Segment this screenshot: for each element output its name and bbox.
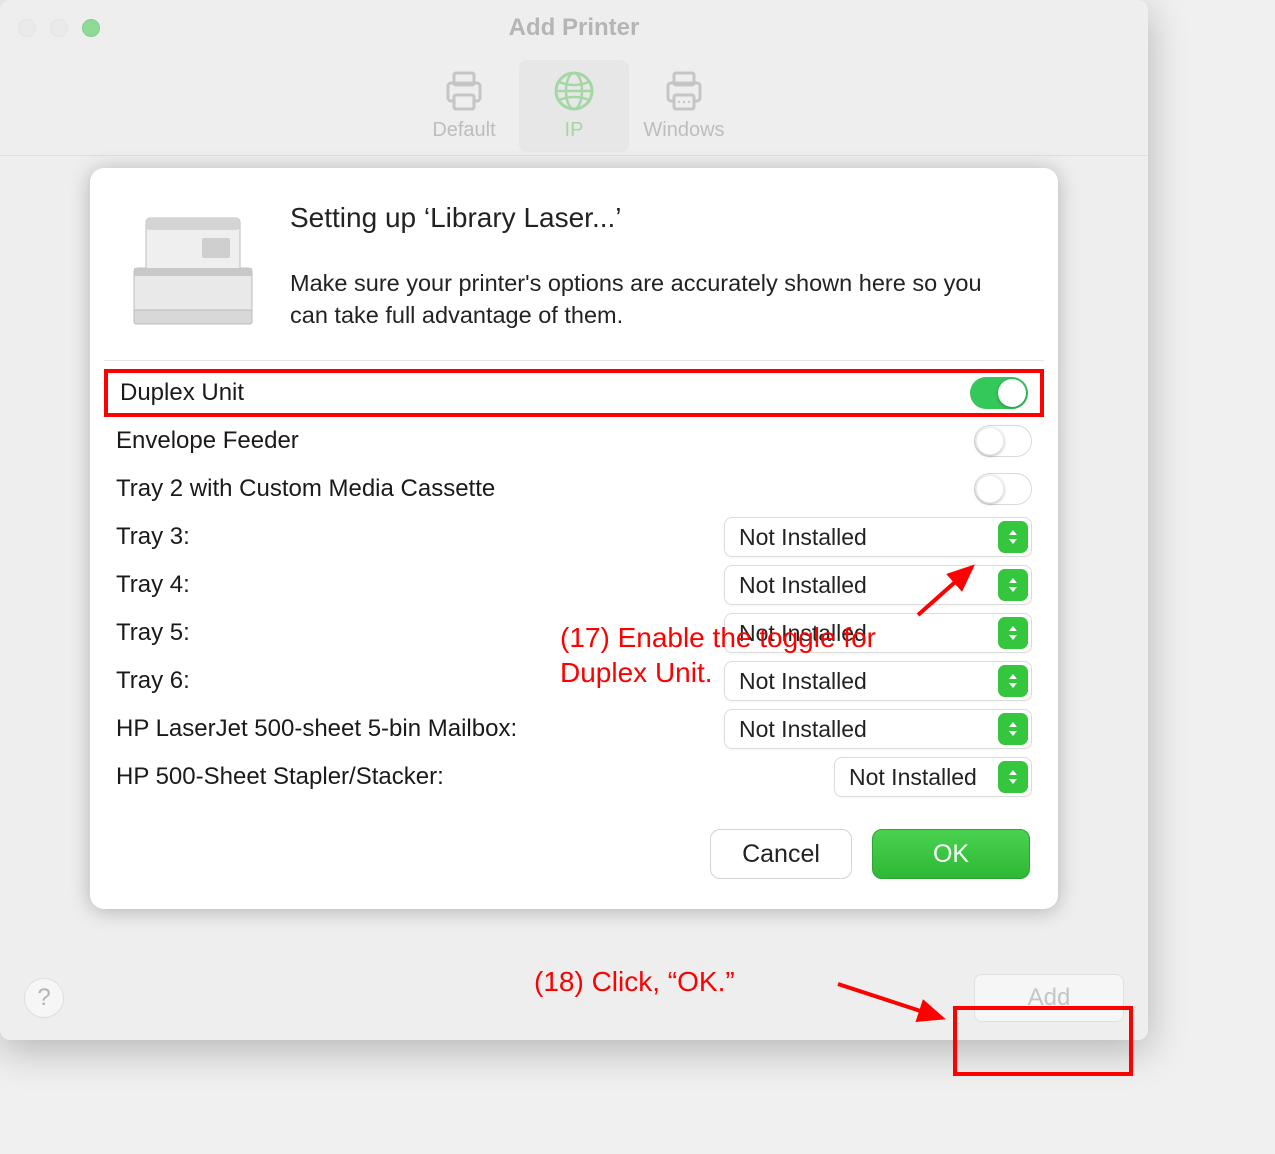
titlebar: Add Printer bbox=[0, 0, 1148, 56]
dropdown-value: Not Installed bbox=[835, 764, 995, 791]
option-dropdown-row: Tray 5: Not Installed bbox=[104, 609, 1044, 657]
option-label: Envelope Feeder bbox=[116, 427, 299, 455]
sheet-header: Setting up ‘Library Laser...’ Make sure … bbox=[104, 198, 1044, 361]
printer-icon bbox=[442, 69, 486, 113]
add-button[interactable]: Add bbox=[974, 974, 1124, 1022]
add-button-label: Add bbox=[1028, 984, 1071, 1012]
ok-button-label: OK bbox=[933, 840, 969, 869]
toggle-switch[interactable] bbox=[974, 473, 1032, 505]
ok-button[interactable]: OK bbox=[872, 829, 1030, 879]
option-dropdown-row: Tray 4: Not Installed bbox=[104, 561, 1044, 609]
toolbar-ip-button[interactable]: IP bbox=[519, 60, 629, 152]
dropdown[interactable]: Not Installed bbox=[834, 757, 1032, 797]
option-label: Duplex Unit bbox=[120, 379, 244, 407]
sheet-footer: Cancel OK bbox=[90, 813, 1058, 879]
option-toggle-row: Envelope Feeder bbox=[104, 417, 1044, 465]
option-label: Tray 6: bbox=[116, 667, 190, 695]
updown-arrows-icon bbox=[998, 617, 1028, 649]
dropdown[interactable]: Not Installed bbox=[724, 661, 1032, 701]
printer-options-sheet: Setting up ‘Library Laser...’ Make sure … bbox=[90, 168, 1058, 909]
cancel-button-label: Cancel bbox=[742, 840, 820, 869]
sheet-header-text: Setting up ‘Library Laser...’ Make sure … bbox=[290, 198, 1014, 336]
dropdown-value: Not Installed bbox=[725, 716, 995, 743]
option-label: Tray 5: bbox=[116, 619, 190, 647]
window-title: Add Printer bbox=[0, 14, 1148, 42]
cancel-button[interactable]: Cancel bbox=[710, 829, 852, 879]
updown-arrows-icon bbox=[998, 521, 1028, 553]
option-toggle-row: Duplex Unit bbox=[104, 369, 1044, 417]
options-list: Duplex Unit Envelope Feeder Tray 2 with … bbox=[90, 361, 1058, 801]
windows-printer-icon bbox=[662, 69, 706, 113]
toolbar-windows-label: Windows bbox=[643, 119, 724, 142]
toolbar-default-button[interactable]: Default bbox=[409, 60, 519, 152]
option-dropdown-row: Tray 6: Not Installed bbox=[104, 657, 1044, 705]
option-dropdown-row: HP 500-Sheet Stapler/Stacker: Not Instal… bbox=[104, 753, 1044, 801]
toggle-switch[interactable] bbox=[974, 425, 1032, 457]
dropdown[interactable]: Not Installed bbox=[724, 565, 1032, 605]
dropdown-value: Not Installed bbox=[725, 668, 995, 695]
add-printer-window: Add Printer Default bbox=[0, 0, 1148, 1040]
sheet-subtext: Make sure your printer's options are acc… bbox=[290, 268, 1014, 331]
toggle-switch[interactable] bbox=[970, 377, 1028, 409]
globe-icon bbox=[552, 69, 596, 113]
dropdown-value: Not Installed bbox=[725, 572, 995, 599]
option-toggle-row: Tray 2 with Custom Media Cassette bbox=[104, 465, 1044, 513]
sheet-heading: Setting up ‘Library Laser...’ bbox=[290, 202, 1014, 234]
dropdown-value: Not Installed bbox=[725, 620, 995, 647]
help-button[interactable]: ? bbox=[24, 978, 64, 1018]
option-label: Tray 2 with Custom Media Cassette bbox=[116, 475, 495, 503]
dropdown[interactable]: Not Installed bbox=[724, 517, 1032, 557]
option-dropdown-row: Tray 3: Not Installed bbox=[104, 513, 1044, 561]
toolbar: Default IP bbox=[0, 56, 1148, 156]
updown-arrows-icon bbox=[998, 713, 1028, 745]
printer-image bbox=[124, 198, 262, 336]
window-footer: ? Add bbox=[0, 956, 1148, 1040]
option-dropdown-row: HP LaserJet 500-sheet 5-bin Mailbox: Not… bbox=[104, 705, 1044, 753]
help-icon: ? bbox=[37, 984, 50, 1012]
toolbar-default-label: Default bbox=[432, 119, 495, 142]
option-label: Tray 4: bbox=[116, 571, 190, 599]
option-label: Tray 3: bbox=[116, 523, 190, 551]
dropdown-value: Not Installed bbox=[725, 524, 995, 551]
option-label: HP 500-Sheet Stapler/Stacker: bbox=[116, 763, 444, 791]
updown-arrows-icon bbox=[998, 665, 1028, 697]
dropdown[interactable]: Not Installed bbox=[724, 613, 1032, 653]
updown-arrows-icon bbox=[998, 569, 1028, 601]
toolbar-windows-button[interactable]: Windows bbox=[629, 60, 739, 152]
toolbar-ip-label: IP bbox=[565, 119, 584, 142]
updown-arrows-icon bbox=[998, 761, 1028, 793]
dropdown[interactable]: Not Installed bbox=[724, 709, 1032, 749]
option-label: HP LaserJet 500-sheet 5-bin Mailbox: bbox=[116, 715, 517, 743]
